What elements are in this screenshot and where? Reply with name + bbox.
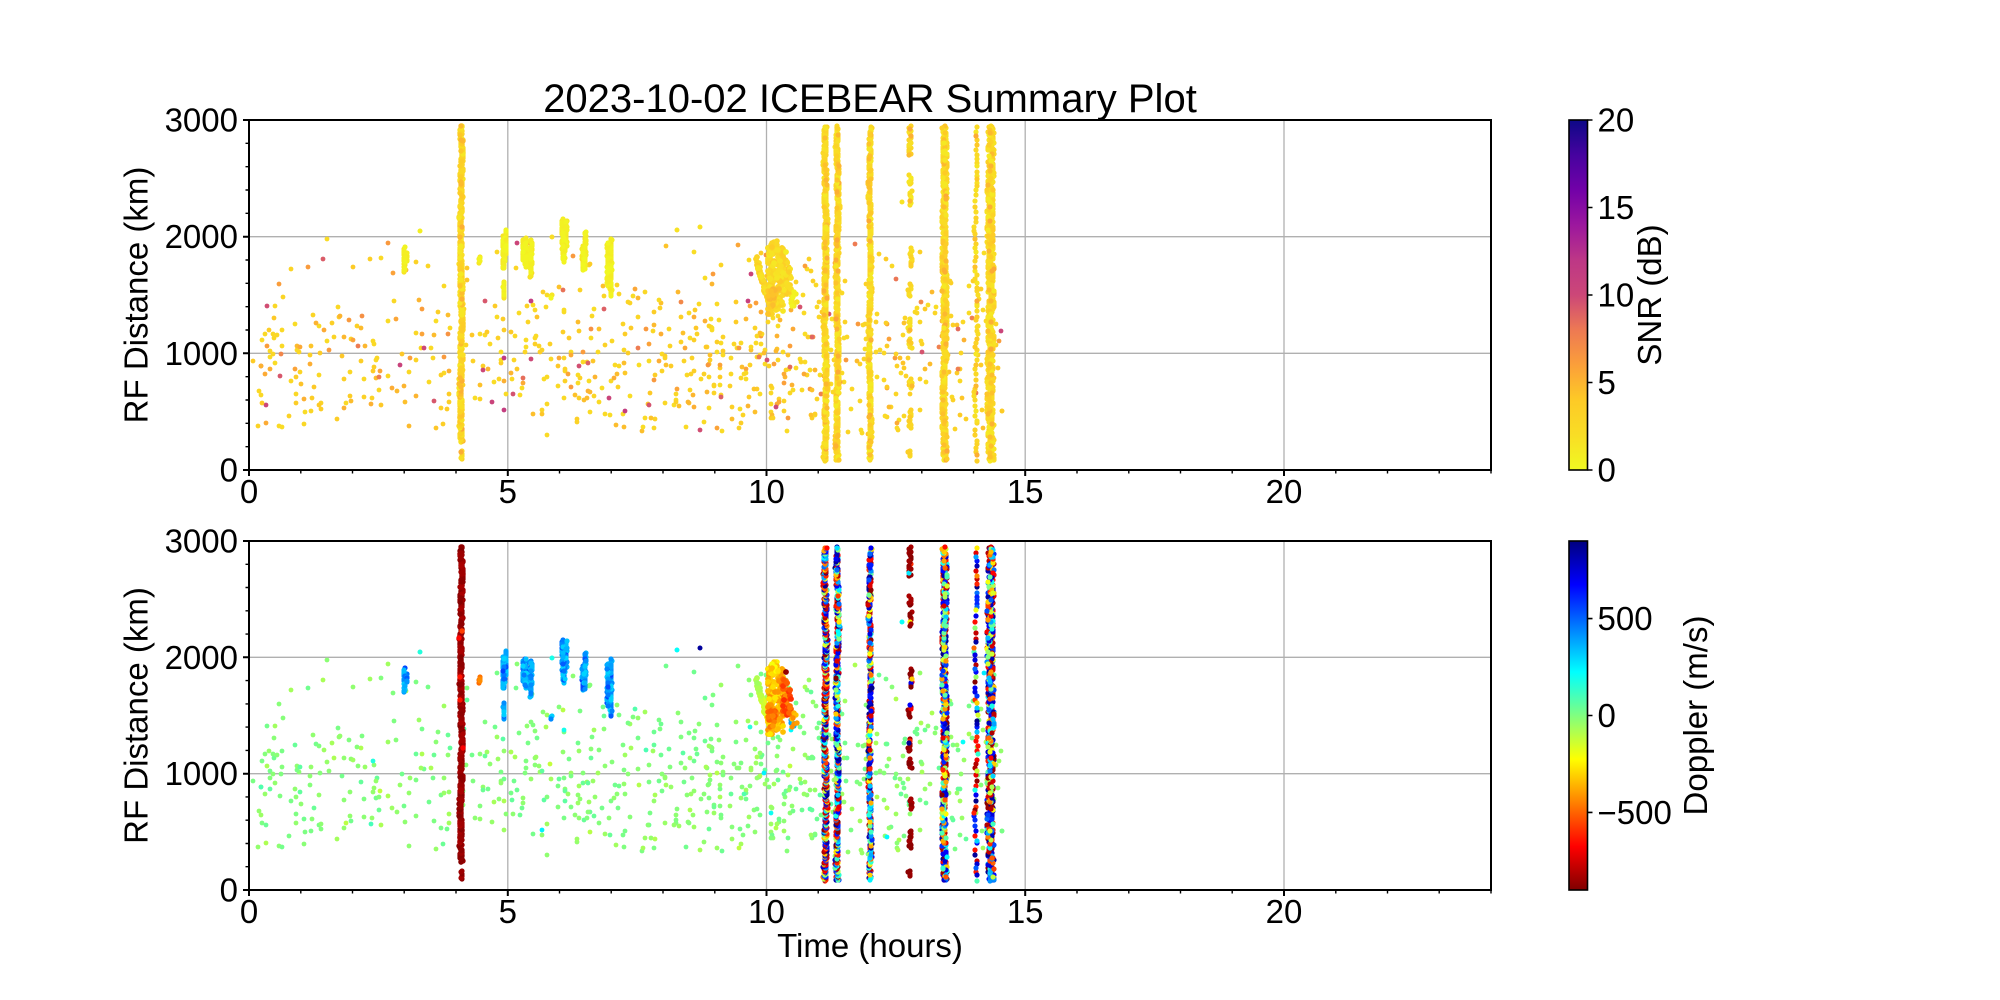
svg-text:2023-10-02 ICEBEAR Summary Plo: 2023-10-02 ICEBEAR Summary Plot: [543, 77, 1197, 121]
